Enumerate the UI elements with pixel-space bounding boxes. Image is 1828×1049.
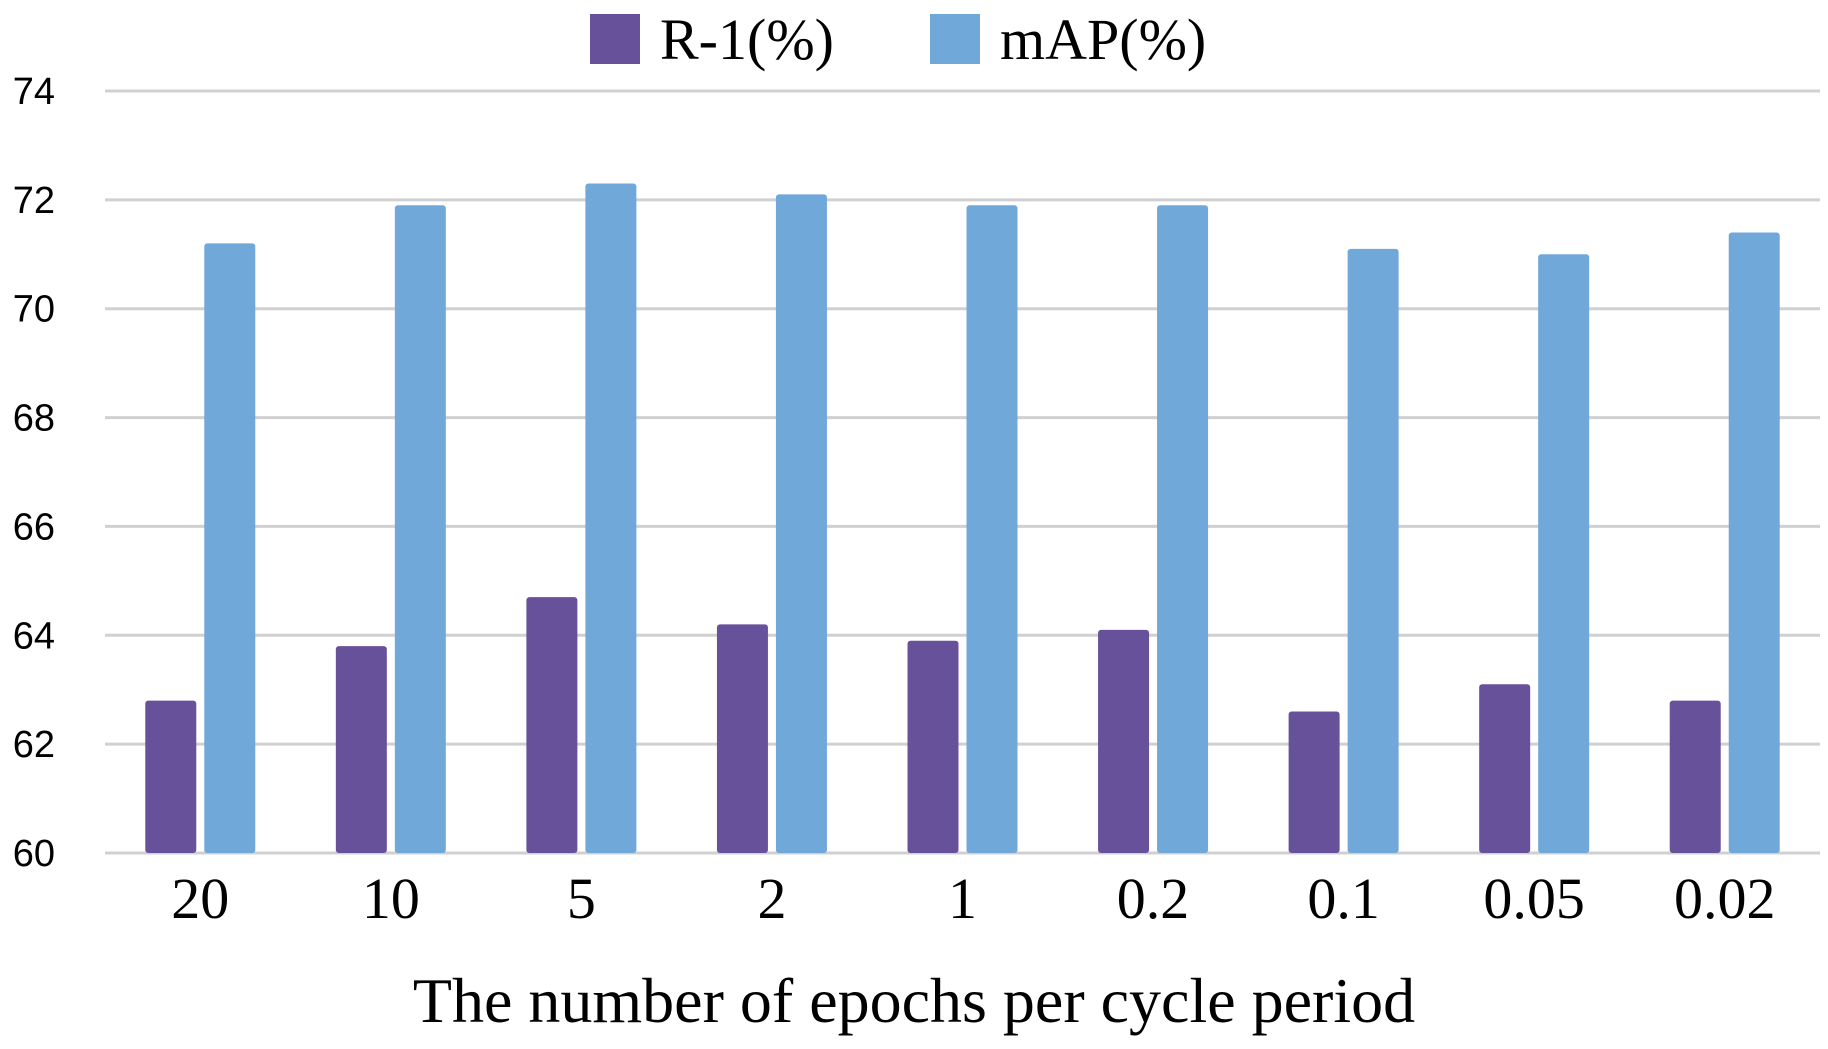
- bar-map: [966, 205, 1018, 854]
- legend-swatch-map: [930, 14, 980, 64]
- x-axis-label: The number of epochs per cycle period: [413, 965, 1415, 1036]
- bar-r1: [526, 597, 578, 853]
- y-axis-ticks: 60 62 64 66 68 70 72 74: [13, 71, 55, 875]
- bar-r1: [1288, 711, 1340, 853]
- bar-r1: [1669, 700, 1721, 853]
- bars: [145, 183, 1780, 854]
- x-tick-label: 2: [757, 866, 786, 931]
- x-tick-label: 0.05: [1483, 866, 1585, 931]
- bar-map: [585, 183, 637, 853]
- y-tick-label: 68: [13, 398, 55, 440]
- gridlines: [105, 89, 1820, 855]
- x-tick-label: 0.1: [1307, 866, 1380, 931]
- x-tick-label: 20: [171, 866, 229, 931]
- bar-map: [204, 243, 256, 853]
- legend: R-1(%) mAP(%): [590, 7, 1206, 72]
- y-tick-label: 72: [13, 180, 55, 222]
- bar-map: [1347, 248, 1399, 854]
- bar-r1: [907, 640, 959, 853]
- y-tick-label: 62: [13, 724, 55, 766]
- bar-r1: [335, 646, 387, 853]
- x-tick-label: 0.02: [1674, 866, 1776, 931]
- bar-map: [1157, 205, 1209, 854]
- bar-map: [394, 205, 446, 854]
- x-tick-label: 5: [567, 866, 596, 931]
- x-tick-label: 10: [362, 866, 420, 931]
- x-tick-label: 0.2: [1117, 866, 1190, 931]
- y-tick-label: 74: [13, 71, 55, 113]
- bar-map: [1728, 232, 1780, 853]
- y-tick-label: 70: [13, 289, 55, 331]
- legend-label-r1: R-1(%): [660, 7, 834, 72]
- bar-r1: [716, 624, 768, 853]
- bar-r1: [1098, 629, 1150, 853]
- x-tick-label: 1: [948, 866, 977, 931]
- x-axis-ticks: 20 10 5 2 1 0.2 0.1 0.05 0.02: [171, 866, 1775, 931]
- y-tick-label: 60: [13, 833, 55, 875]
- bar-map: [775, 194, 827, 853]
- bar-r1: [145, 700, 197, 853]
- bar-map: [1538, 254, 1590, 854]
- bar-r1: [1479, 684, 1531, 853]
- legend-swatch-r1: [590, 14, 640, 64]
- legend-label-map: mAP(%): [1000, 7, 1206, 72]
- y-tick-label: 64: [13, 615, 55, 657]
- y-tick-label: 66: [13, 506, 55, 548]
